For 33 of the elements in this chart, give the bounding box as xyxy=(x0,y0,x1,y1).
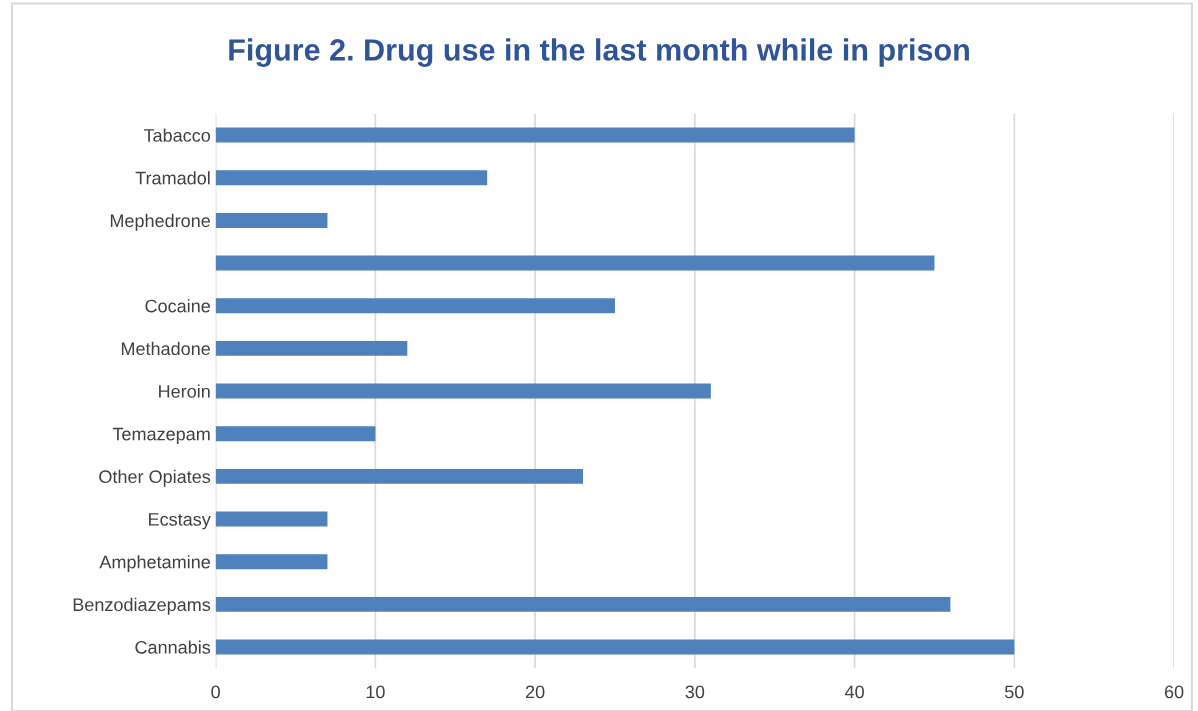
y-tick-label: Methadone xyxy=(121,341,210,356)
y-tick-label: Mephedrone xyxy=(110,213,210,231)
x-tick-label: 40 xyxy=(844,685,864,699)
y-tick-label: Cannabis xyxy=(135,640,211,654)
x-tick-label: 60 xyxy=(1164,685,1184,699)
bar xyxy=(215,511,328,527)
bar xyxy=(215,468,584,484)
bar xyxy=(215,596,951,612)
x-tick-label: 0 xyxy=(211,685,220,699)
y-tick-label: Ecstasy xyxy=(149,513,211,530)
bar xyxy=(215,426,376,442)
bar xyxy=(215,383,711,399)
bar xyxy=(215,170,488,186)
y-tick-label: Other Opiates xyxy=(99,469,211,487)
y-tick-label: Cocaine xyxy=(145,299,210,313)
x-tick-label: 10 xyxy=(366,685,385,699)
x-tick-label: 50 xyxy=(1004,685,1024,699)
y-tick-label: Temazepam xyxy=(112,427,210,444)
y-tick-label: Tabacco xyxy=(143,128,211,142)
bar xyxy=(215,298,615,314)
y-tick-label: Tramadol xyxy=(135,171,210,185)
x-tick-label: 30 xyxy=(685,685,705,699)
bar xyxy=(215,255,935,271)
bar xyxy=(215,340,408,356)
bar xyxy=(215,212,328,228)
bar xyxy=(215,554,328,570)
chart-title: Figure 2. Drug use in the last month while in prison xyxy=(229,38,969,67)
y-tick-label: Amphetamine xyxy=(99,555,210,572)
y-tick-label: Heroin xyxy=(159,384,210,398)
x-tick-label: 20 xyxy=(525,685,545,699)
bar xyxy=(215,127,855,143)
bar xyxy=(215,639,1015,655)
y-tick-label: Benzodiazepams xyxy=(73,597,211,615)
